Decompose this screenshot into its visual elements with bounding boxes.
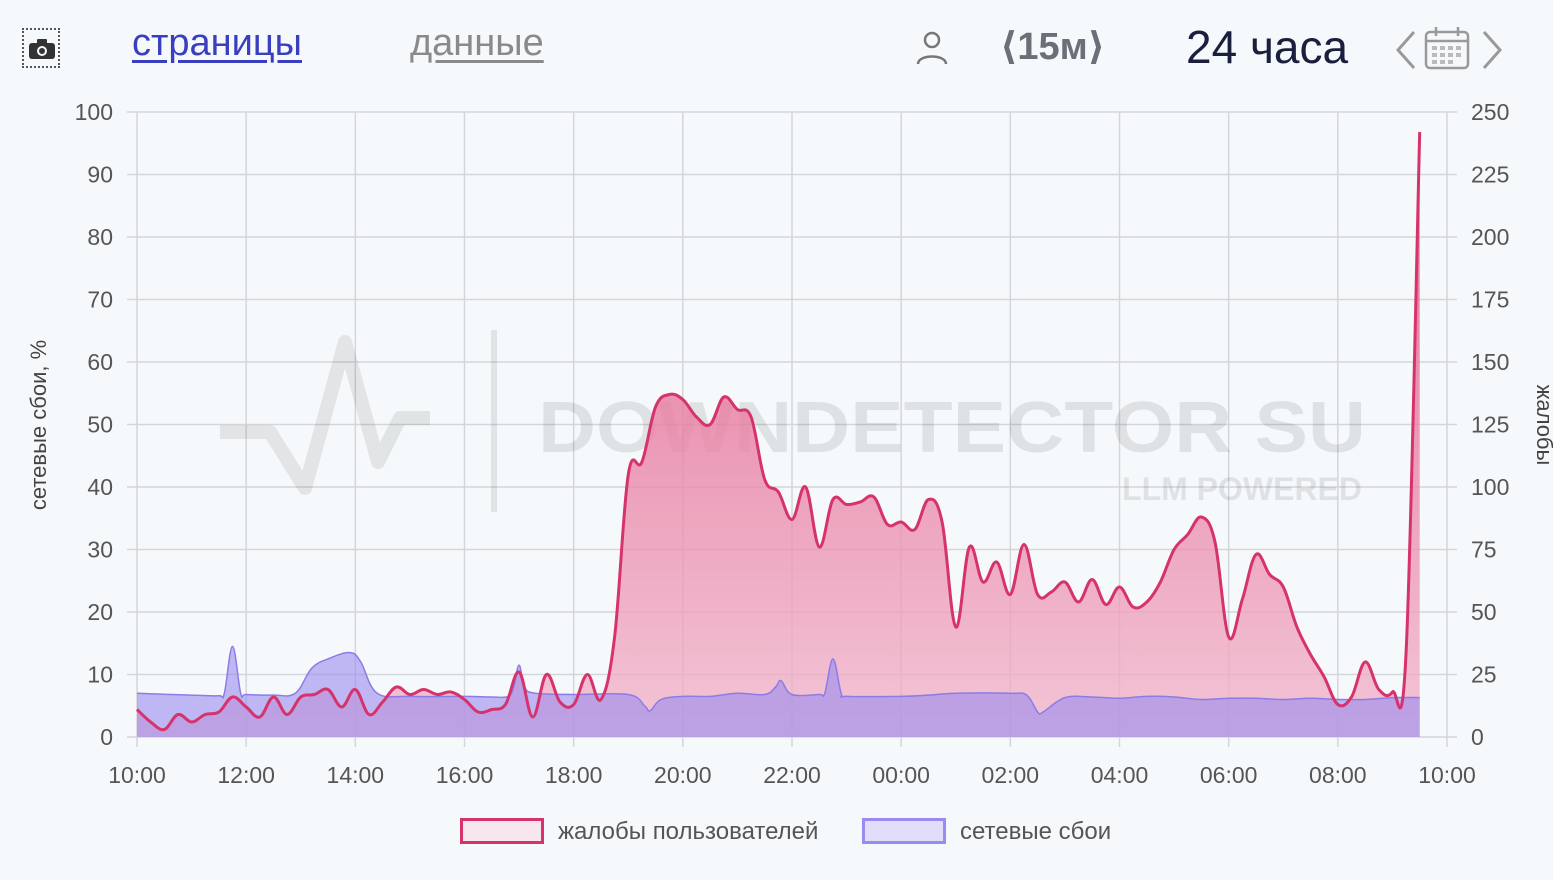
watermark-tagline: LLM POWERED bbox=[1122, 471, 1362, 507]
pages-link[interactable]: страницы bbox=[132, 22, 302, 64]
interval-selector[interactable]: ⟨15м⟩ bbox=[1000, 26, 1106, 68]
user-icon bbox=[916, 31, 948, 65]
right-tick-label: 150 bbox=[1471, 349, 1509, 375]
outage-chart: DOWNDETECTOR SU LLM POWERED 0 0 10 25 20 50 30… bbox=[26, 99, 1553, 788]
right-tick-label: 225 bbox=[1471, 162, 1509, 188]
right-tick-label: 100 bbox=[1471, 474, 1509, 500]
x-tick-label: 20:00 bbox=[654, 762, 712, 788]
right-tick-label: 0 bbox=[1471, 724, 1484, 750]
left-tick-label: 70 bbox=[87, 287, 113, 313]
complaints-area bbox=[137, 132, 1420, 737]
watermark-logo bbox=[220, 335, 430, 495]
x-tick-label: 02:00 bbox=[982, 762, 1040, 788]
x-tick-label: 08:00 bbox=[1309, 762, 1367, 788]
right-tick-label: 125 bbox=[1471, 412, 1509, 438]
right-tick-label: 200 bbox=[1471, 224, 1509, 250]
camera-icon bbox=[29, 39, 55, 59]
chart-legend: жалобы пользователей сетевые сбои bbox=[0, 812, 1553, 852]
right-tick-label: 175 bbox=[1471, 287, 1509, 313]
right-tick-label: 50 bbox=[1471, 599, 1497, 625]
left-tick-label: 50 bbox=[87, 412, 113, 438]
legend-label-network: сетевые сбои bbox=[960, 818, 1112, 845]
legend-swatch-network bbox=[862, 818, 946, 844]
left-tick-label: 60 bbox=[87, 349, 113, 375]
right-tick-label: 75 bbox=[1471, 537, 1497, 563]
toolbar: страницы данные ⟨15м⟩ 24 часа bbox=[0, 0, 1553, 100]
left-tick-label: 30 bbox=[87, 537, 113, 563]
data-link[interactable]: данные bbox=[410, 22, 544, 64]
watermark: DOWNDETECTOR SU LLM POWERED bbox=[220, 330, 1366, 512]
x-tick-label: 18:00 bbox=[545, 762, 603, 788]
x-tick-label: 06:00 bbox=[1200, 762, 1258, 788]
x-tick-label: 00:00 bbox=[872, 762, 930, 788]
time-range-label: 24 часа bbox=[1186, 21, 1349, 73]
left-tick-label: 40 bbox=[87, 474, 113, 500]
complaints-line bbox=[135, 131, 1422, 732]
legend-swatch-complaints bbox=[460, 818, 544, 844]
network-line bbox=[136, 645, 1420, 715]
right-axis-title: жалобы bbox=[1532, 385, 1553, 466]
x-tick-label: 12:00 bbox=[217, 762, 275, 788]
x-tick-label: 10:00 bbox=[108, 762, 166, 788]
series-areas bbox=[135, 131, 1422, 737]
previous-period-button[interactable] bbox=[1392, 28, 1420, 77]
left-tick-label: 10 bbox=[87, 662, 113, 688]
calendar-icon bbox=[1424, 27, 1470, 70]
calendar-button[interactable] bbox=[1424, 26, 1470, 75]
x-tick-label: 22:00 bbox=[763, 762, 821, 788]
user-button[interactable] bbox=[912, 28, 952, 73]
left-tick-label: 90 bbox=[87, 162, 113, 188]
left-axis-title: сетевые сбои, % bbox=[26, 340, 51, 510]
next-period-button[interactable] bbox=[1478, 28, 1506, 77]
legend-label-complaints: жалобы пользователей bbox=[558, 818, 819, 845]
x-tick-label: 14:00 bbox=[327, 762, 385, 788]
x-tick-label: 04:00 bbox=[1091, 762, 1149, 788]
chevron-right-icon bbox=[1482, 31, 1503, 69]
left-tick-label: 0 bbox=[100, 724, 113, 750]
left-tick-label: 20 bbox=[87, 599, 113, 625]
chevron-left-icon bbox=[1395, 31, 1416, 69]
chart-axes: 0 0 10 25 20 50 30 75 40 100 50 125 60 150 70 175 80 200 9… bbox=[75, 99, 1510, 788]
right-tick-label: 25 bbox=[1471, 662, 1497, 688]
x-tick-label: 16:00 bbox=[436, 762, 494, 788]
left-tick-label: 100 bbox=[75, 99, 113, 125]
screenshot-button[interactable] bbox=[22, 28, 60, 68]
right-tick-label: 250 bbox=[1471, 99, 1509, 125]
left-tick-label: 80 bbox=[87, 224, 113, 250]
x-tick-label: 10:00 bbox=[1418, 762, 1476, 788]
network-area bbox=[137, 646, 1420, 737]
